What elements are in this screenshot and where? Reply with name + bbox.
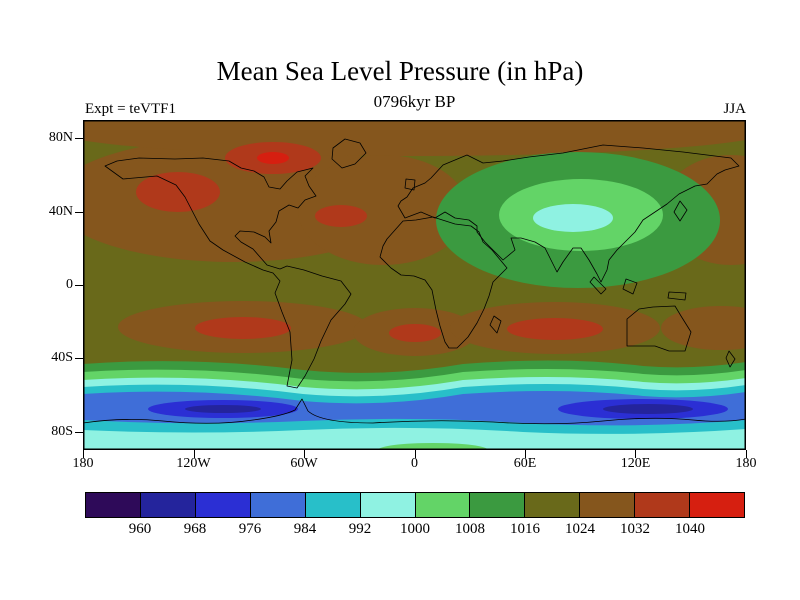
colorbar-cell <box>579 493 635 517</box>
lat-tick-mark <box>75 431 83 433</box>
colorbar-level-label: 992 <box>348 521 372 537</box>
high-core-sindian <box>507 318 603 340</box>
coastline-eurasia <box>397 144 740 283</box>
plot-title: Mean Sea Level Pressure (in hPa) <box>216 56 584 86</box>
colorbar-level-label: 976 <box>238 521 262 537</box>
asia-low-core <box>533 204 613 232</box>
experiment-label: Expt = teVTF1 <box>85 101 176 117</box>
colorbar-cell <box>304 493 360 517</box>
lon-tick-mark <box>525 450 527 458</box>
lat-tick-mark <box>75 285 83 286</box>
coastline-africa <box>379 216 508 349</box>
high-core-satlantic <box>389 324 441 342</box>
season-label: JJA <box>723 101 746 117</box>
lat-tick-mark <box>75 138 83 140</box>
coastline-antarctica <box>83 398 746 425</box>
lat-tick-label: 0 <box>66 277 73 292</box>
coastline-newzealand <box>725 350 736 368</box>
lat-tick-mark <box>75 211 83 213</box>
colorbar-cell <box>86 493 140 517</box>
colorbar-level-label: 968 <box>183 521 207 537</box>
lon-axis-ticks <box>83 450 747 458</box>
lat-tick-label: 80S <box>51 423 73 439</box>
lon-tick-label: 120E <box>620 456 651 471</box>
map-border <box>83 120 746 450</box>
coastline-japan <box>673 200 688 222</box>
so-trough-min-australian <box>603 404 693 414</box>
colorbar-cell <box>689 493 745 517</box>
colorbar-cell <box>139 493 195 517</box>
high-core-azores <box>315 205 367 227</box>
colorbar-cell <box>414 493 470 517</box>
lat-tick-label: 40N <box>48 203 73 219</box>
antarctic-interior-patch <box>378 443 488 450</box>
colorbar-labels: 960 968 976 984 992 1000 1008 1016 1024 1032 1040 <box>85 521 745 541</box>
colorbar <box>85 492 745 518</box>
colorbar-level-label: 1032 <box>620 521 650 537</box>
colorbar-level-label: 1000 <box>400 521 430 537</box>
lon-tick-label: 180 <box>72 456 94 471</box>
pressure-field <box>83 120 746 450</box>
lon-tick-mark <box>746 450 747 458</box>
lon-tick-label: 180 <box>735 456 757 471</box>
lon-tick-label: 120W <box>176 456 211 471</box>
coastline-borneo <box>622 278 638 295</box>
colorbar-level-label: 1024 <box>565 521 595 537</box>
coastline-sumatra <box>589 276 607 295</box>
lon-tick-mark <box>303 450 305 458</box>
coastline-greenland <box>331 138 367 169</box>
lon-tick-mark <box>193 450 195 458</box>
map-area <box>83 120 746 450</box>
lon-tick-mark <box>83 450 84 458</box>
colorbar-level-label: 1008 <box>455 521 485 537</box>
high-core-max-canada <box>257 152 289 164</box>
lat-axis-ticks <box>75 120 83 450</box>
pressure-map <box>83 120 746 450</box>
colorbar-level-label: 984 <box>293 521 317 537</box>
high-core-spacific <box>195 317 291 339</box>
lon-tick-label: 0 <box>411 456 418 471</box>
coastline-americas <box>104 157 352 389</box>
coastline-newguinea <box>667 291 687 301</box>
lon-tick-mark <box>635 450 637 458</box>
lon-tick-mark <box>414 450 416 458</box>
lat-axis-labels: 80N 40N 0 40S 80S <box>26 120 73 450</box>
coastline-australia <box>626 305 692 352</box>
coastlines <box>83 138 746 425</box>
lat-tick-label: 80N <box>48 130 73 146</box>
lat-tick-label: 40S <box>51 350 73 366</box>
coastline-madagascar <box>489 315 502 334</box>
high-core-nepacific <box>136 172 220 212</box>
colorbar-cell <box>194 493 250 517</box>
colorbar-cell <box>469 493 525 517</box>
lon-axis-labels: 180 120W 60W 0 60E 120E 180 <box>73 456 757 474</box>
colorbar-cell <box>524 493 580 517</box>
lon-tick-label: 60E <box>513 456 537 471</box>
lat-tick-mark <box>75 358 83 360</box>
so-trough-min-pacific <box>185 405 261 413</box>
colorbar-cell <box>634 493 690 517</box>
antarctic-interior-band <box>83 427 746 450</box>
colorbar-cell <box>359 493 415 517</box>
colorbar-level-label: 1016 <box>510 521 540 537</box>
plot-subtitle: 0796kyr BP <box>373 92 456 111</box>
colorbar-level-label: 1040 <box>675 521 705 537</box>
lon-tick-label: 60W <box>290 456 318 471</box>
coastline-britain <box>404 178 416 191</box>
colorbar-level-label: 960 <box>128 521 152 537</box>
high-region-australia <box>661 306 746 350</box>
colorbar-cell <box>249 493 305 517</box>
